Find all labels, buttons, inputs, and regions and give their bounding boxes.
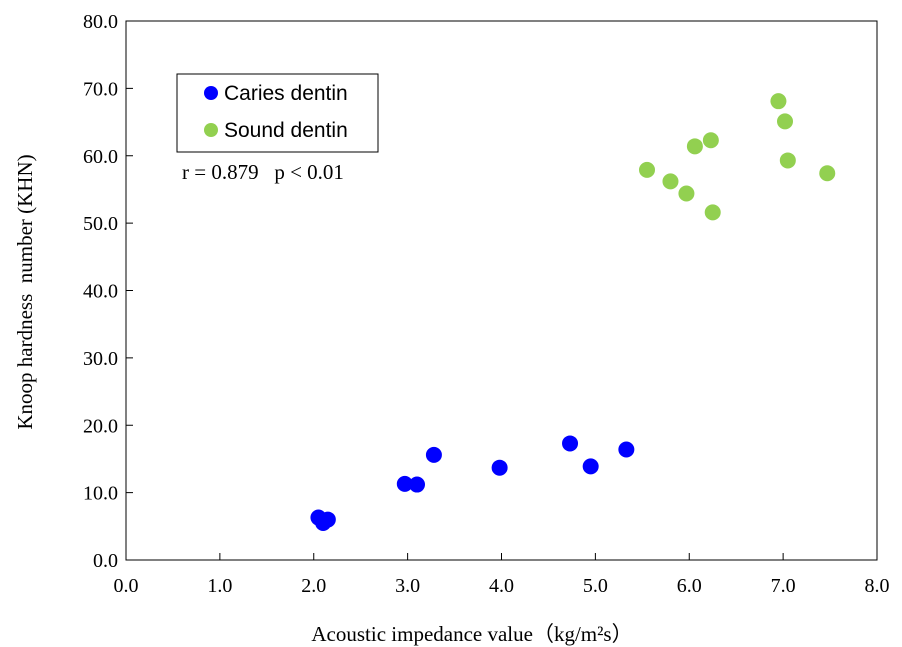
y-tick-label: 30.0 [83, 348, 118, 370]
sound-dentin-point [770, 93, 787, 110]
x-tick-label: 7.0 [771, 575, 796, 597]
y-tick-label: 40.0 [83, 281, 118, 303]
caries-dentin-point [582, 458, 599, 475]
axis-tick-labels: 0.0 1.0 2.0 3.0 4.0 5.0 6.0 7.0 8.0 0.0 10.0 20.0 30… [83, 11, 890, 597]
legend-marker-sound [204, 123, 218, 137]
y-tick-label: 60.0 [83, 146, 118, 168]
sound-dentin-point [686, 138, 703, 155]
axis-ticks [125, 20, 878, 561]
y-tick-label: 0.0 [93, 550, 118, 572]
sound-dentin-point [678, 185, 695, 202]
y-tick-label: 70.0 [83, 78, 118, 100]
x-tick-label: 0.0 [114, 575, 139, 597]
x-axis-title: Acoustic impedance value（kg/m²s） [311, 622, 632, 646]
x-tick-label: 3.0 [395, 575, 420, 597]
legend-marker-caries [204, 86, 218, 100]
sound-dentin-point [777, 113, 794, 130]
legend-label-caries: Caries dentin [224, 82, 348, 105]
data-points [310, 93, 836, 531]
caries-dentin-point [491, 459, 508, 476]
x-tick-label: 2.0 [301, 575, 326, 597]
sound-dentin-point [819, 165, 836, 182]
legend-label-sound: Sound dentin [224, 119, 348, 142]
x-tick-label: 6.0 [677, 575, 702, 597]
x-tick-label: 4.0 [489, 575, 514, 597]
y-tick-label: 50.0 [83, 213, 118, 235]
x-tick-label: 1.0 [207, 575, 232, 597]
y-tick-label: 10.0 [83, 483, 118, 505]
legend: Caries dentin Sound dentin [176, 73, 379, 153]
caries-dentin-point [562, 435, 579, 452]
caries-dentin-point [425, 446, 442, 463]
sound-dentin-point [779, 152, 796, 169]
correlation-annotation: r = 0.879 p < 0.01 [182, 160, 344, 184]
sound-dentin-point [662, 173, 679, 190]
sound-dentin-point [704, 204, 721, 221]
x-tick-label: 8.0 [865, 575, 890, 597]
sound-dentin-point [702, 132, 719, 149]
y-tick-label: 80.0 [83, 11, 118, 33]
y-axis-title: Knoop hardness number (KHN) [13, 154, 37, 429]
sound-dentin-point [639, 161, 656, 178]
x-tick-label: 5.0 [583, 575, 608, 597]
y-tick-label: 20.0 [83, 415, 118, 437]
caries-dentin-point [618, 441, 635, 458]
caries-dentin-point [319, 511, 336, 528]
caries-dentin-point [396, 475, 413, 492]
caries-dentin-point [409, 476, 426, 493]
